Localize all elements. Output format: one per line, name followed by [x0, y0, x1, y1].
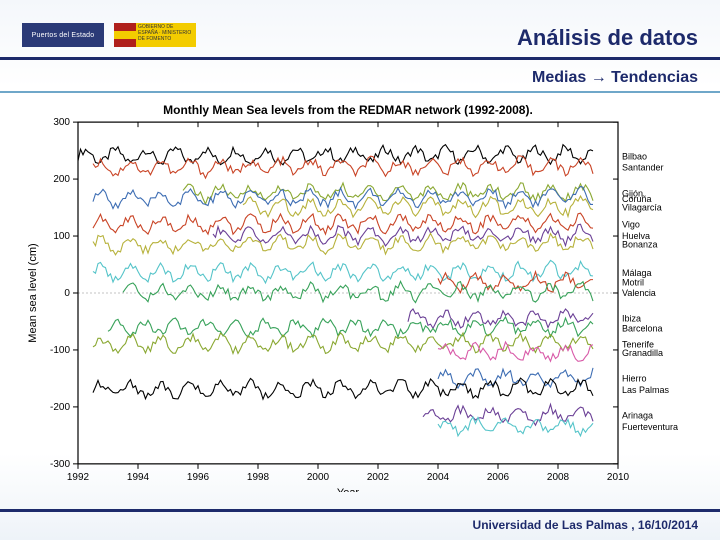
svg-text:2004: 2004 — [427, 472, 450, 483]
sub-header: Medias → Tendencias — [0, 63, 720, 93]
svg-text:-100: -100 — [50, 345, 70, 356]
svg-text:Santander: Santander — [622, 163, 664, 173]
logo-group: Puertos del Estado GOBIERNO DE ESPAÑA · … — [22, 23, 196, 47]
svg-text:Barcelona: Barcelona — [622, 323, 663, 333]
svg-text:100: 100 — [53, 231, 70, 242]
svg-text:Málaga: Málaga — [622, 268, 652, 278]
logo-gobierno-text: GOBIERNO DE ESPAÑA · MINISTERIO DE FOMEN… — [136, 23, 196, 47]
subheader-left: Medias — [532, 69, 586, 86]
svg-text:Ibiza: Ibiza — [622, 314, 642, 324]
footer-bar: Universidad de Las Palmas , 16/10/2014 — [0, 509, 720, 534]
svg-text:2006: 2006 — [487, 472, 510, 483]
svg-text:Bonanza: Bonanza — [622, 240, 658, 250]
svg-text:-200: -200 — [50, 402, 70, 413]
svg-text:Las Palmas: Las Palmas — [622, 385, 669, 395]
svg-text:-300: -300 — [50, 459, 70, 470]
footer-text: Universidad de Las Palmas , 16/10/2014 — [473, 518, 698, 532]
svg-text:1998: 1998 — [247, 472, 270, 483]
svg-text:Motril: Motril — [622, 278, 644, 288]
svg-text:2002: 2002 — [367, 472, 390, 483]
svg-text:0: 0 — [64, 288, 70, 299]
svg-text:300: 300 — [53, 117, 70, 128]
svg-text:Mean sea level (cm): Mean sea level (cm) — [27, 243, 39, 342]
svg-text:Granadilla: Granadilla — [622, 348, 664, 358]
logo-puertos: Puertos del Estado — [22, 23, 104, 47]
chart-container: 1992199419961998200020022004200620082010… — [20, 100, 706, 492]
flag-icon — [114, 23, 136, 47]
svg-text:1992: 1992 — [67, 472, 90, 483]
logo-gobierno: GOBIERNO DE ESPAÑA · MINISTERIO DE FOMEN… — [114, 23, 196, 47]
header-bar: Puertos del Estado GOBIERNO DE ESPAÑA · … — [0, 0, 720, 60]
svg-text:Fuerteventura: Fuerteventura — [622, 422, 679, 432]
svg-text:1996: 1996 — [187, 472, 210, 483]
svg-text:Hierro: Hierro — [622, 373, 646, 383]
line-chart: 1992199419961998200020022004200620082010… — [20, 100, 706, 492]
slide-title: Análisis de datos — [517, 25, 698, 51]
arrow-icon: → — [591, 69, 607, 86]
subheader-right: Tendencias — [611, 69, 698, 86]
slide: Puertos del Estado GOBIERNO DE ESPAÑA · … — [0, 0, 720, 540]
svg-text:Valencia: Valencia — [622, 288, 657, 298]
svg-text:2000: 2000 — [307, 472, 330, 483]
svg-text:1994: 1994 — [127, 472, 150, 483]
svg-text:Arinaga: Arinaga — [622, 410, 654, 420]
svg-text:Vilagarcía: Vilagarcía — [622, 203, 663, 213]
svg-text:200: 200 — [53, 174, 70, 185]
svg-text:Monthly Mean Sea levels from t: Monthly Mean Sea levels from the REDMAR … — [163, 103, 533, 117]
svg-text:Vigo: Vigo — [622, 220, 640, 230]
svg-text:2008: 2008 — [547, 472, 570, 483]
svg-text:2010: 2010 — [607, 472, 630, 483]
svg-text:Bilbao: Bilbao — [622, 151, 647, 161]
svg-text:Year: Year — [337, 487, 360, 492]
